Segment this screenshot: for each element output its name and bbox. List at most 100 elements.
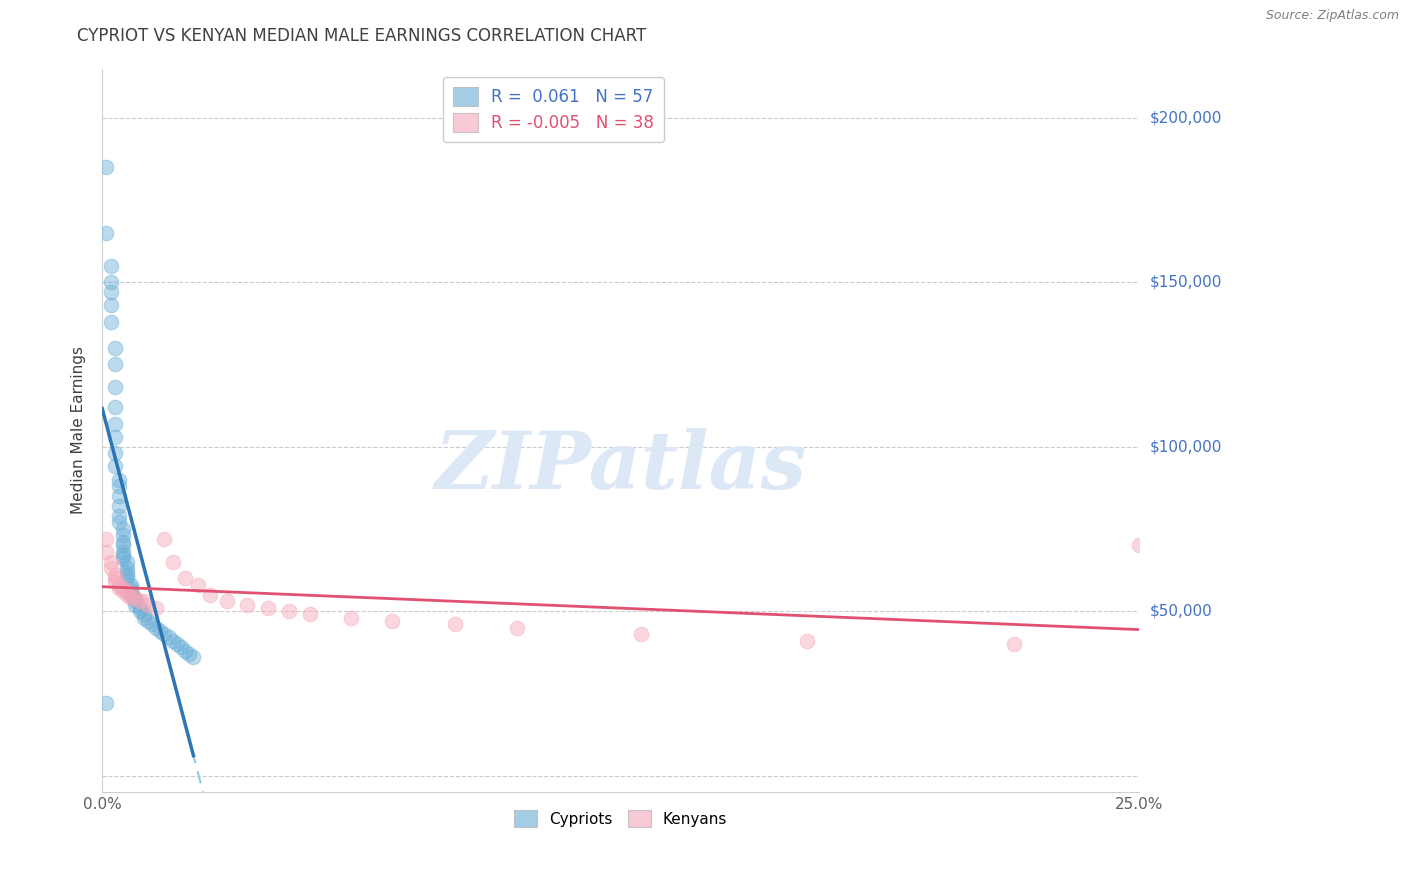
Point [111,545,134,559]
Point [115,584,138,599]
Point [120,588,142,602]
Point [115,568,138,582]
Point [100,275,122,289]
Point [153,532,176,546]
Point [120,581,142,595]
Point [187,578,209,592]
Point [183,650,205,665]
Point [120,588,142,602]
Point [115,588,138,602]
Text: CYPRIOT VS KENYAN MEDIAN MALE EARNINGS CORRELATION CHART: CYPRIOT VS KENYAN MEDIAN MALE EARNINGS C… [77,27,647,45]
Point [107,473,129,487]
Text: $200,000: $200,000 [1150,111,1222,126]
Point [115,565,138,579]
Point [506,621,529,635]
Point [107,578,129,592]
Point [141,617,163,632]
Point [443,617,465,632]
Point [107,489,129,503]
Point [104,341,127,355]
Point [111,538,134,552]
Point [111,584,134,599]
Point [149,624,172,638]
Point [153,627,176,641]
Point [100,285,122,299]
Point [111,528,134,542]
Point [215,594,238,608]
Point [174,571,197,585]
Point [107,581,129,595]
Point [1128,538,1150,552]
Point [170,640,193,655]
Point [340,610,363,624]
Point [107,508,129,523]
Point [162,555,184,569]
Point [115,555,138,569]
Legend: Cypriots, Kenyans: Cypriots, Kenyans [506,802,735,835]
Point [111,581,134,595]
Point [124,591,146,605]
Point [96,696,118,710]
Point [104,571,127,585]
Point [124,591,146,605]
Point [104,446,127,460]
Point [104,417,127,431]
Point [145,600,167,615]
Point [136,598,159,612]
Point [157,631,180,645]
Point [115,561,138,575]
Point [236,598,259,612]
Point [104,401,127,415]
Text: ZIPatlas: ZIPatlas [434,427,807,505]
Text: $150,000: $150,000 [1150,275,1222,290]
Point [107,479,129,493]
Point [132,610,155,624]
Point [100,259,122,273]
Point [111,548,134,562]
Point [1002,637,1025,651]
Text: $100,000: $100,000 [1150,439,1222,454]
Point [104,358,127,372]
Point [104,380,127,394]
Point [120,591,142,605]
Point [107,499,129,513]
Point [198,588,221,602]
Point [128,604,150,618]
Point [257,600,280,615]
Point [120,578,142,592]
Point [162,633,184,648]
Point [100,561,122,575]
Point [132,607,155,622]
Point [96,532,118,546]
Point [796,633,818,648]
Point [124,594,146,608]
Point [100,555,122,569]
Point [100,298,122,312]
Point [298,607,321,622]
Point [277,604,299,618]
Point [174,643,197,657]
Text: $50,000: $50,000 [1150,604,1212,618]
Point [179,647,201,661]
Point [96,160,118,174]
Point [100,315,122,329]
Point [120,584,142,599]
Point [111,551,134,566]
Text: Source: ZipAtlas.com: Source: ZipAtlas.com [1265,9,1399,22]
Point [104,459,127,474]
Point [128,600,150,615]
Point [104,430,127,444]
Point [630,627,652,641]
Point [115,571,138,585]
Y-axis label: Median Male Earnings: Median Male Earnings [72,346,86,515]
Point [128,594,150,608]
Point [111,535,134,549]
Point [132,594,155,608]
Point [136,614,159,628]
Point [104,574,127,589]
Point [96,226,118,240]
Point [104,568,127,582]
Point [145,621,167,635]
Point [381,614,404,628]
Point [124,598,146,612]
